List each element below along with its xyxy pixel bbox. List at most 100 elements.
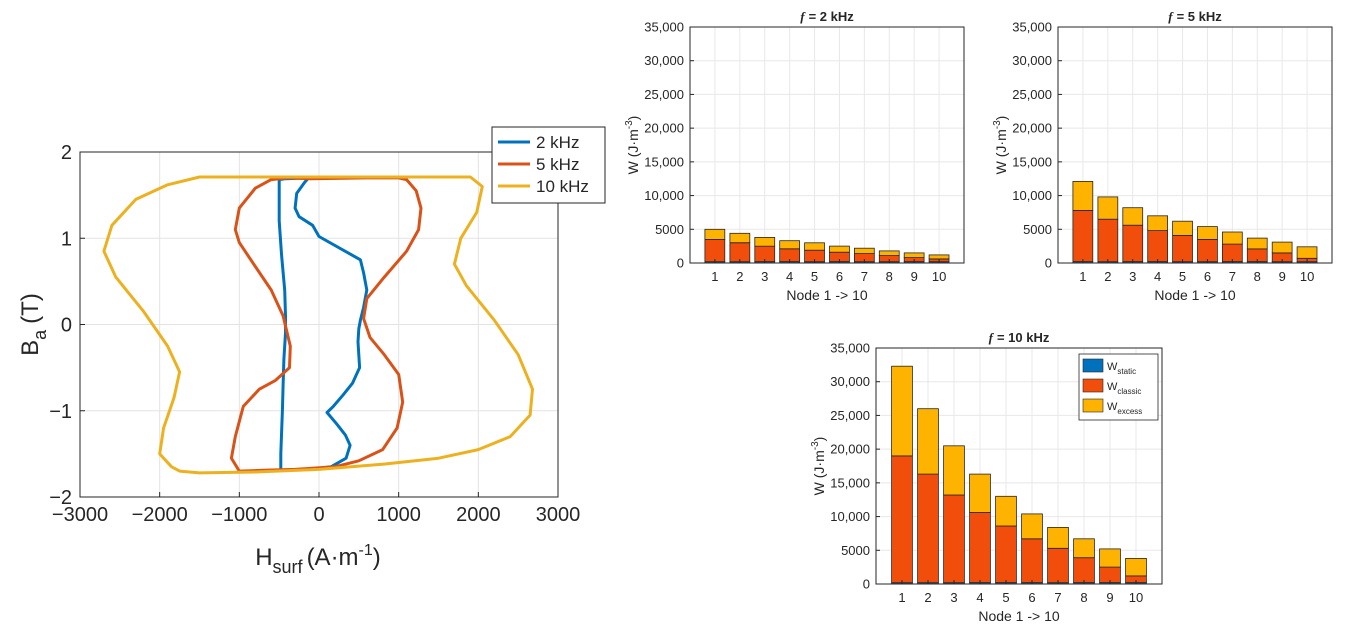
legend-label-classic: Wclassic	[1107, 381, 1141, 396]
x-axis-label-main: H	[255, 544, 272, 571]
y-tick-label: 5000	[841, 543, 870, 558]
hysteresis-chart: −3000 −2000 −1000 0 1000 2000 3000 −2 −1 0 1 2 2 kHz…	[17, 126, 606, 577]
y-axis-label: W (J·m-3)	[624, 116, 641, 175]
plot-border	[79, 151, 559, 498]
y-tick-label: 10,000	[830, 509, 870, 524]
y-tick-label: 35,000	[1012, 20, 1052, 35]
y-tick-label: 25,000	[644, 87, 684, 102]
bar-excess-node-1	[891, 365, 913, 457]
legend-label: 10 kHz	[536, 177, 589, 196]
y-axis-label-sup: -3	[624, 120, 635, 129]
y-axis-label: Ba (T)	[17, 293, 50, 356]
chart-title: f = 10 kHz	[989, 330, 1050, 345]
bar-excess-node-9	[1271, 241, 1293, 254]
x-tick-label: 5	[811, 269, 818, 284]
plot-border	[1057, 26, 1333, 264]
x-axis-label-unit: (A·m	[307, 544, 359, 571]
y-axis-label-close: )	[625, 116, 641, 121]
bar-excess-node-8	[878, 250, 900, 256]
bar-excess-node-4	[1147, 215, 1168, 232]
y-axis-label-main: W (J·m	[811, 450, 827, 495]
chart-title-text: = 5 kHz	[1177, 9, 1223, 24]
y-tick-label: 0	[61, 315, 72, 337]
bar-excess-node-3	[1122, 207, 1144, 226]
y-tick-label: 30,000	[644, 53, 684, 68]
bar-excess-node-3	[754, 236, 776, 247]
x-axis-label: Node 1 -> 10	[978, 608, 1060, 624]
y-axis-label-close: )	[993, 116, 1009, 121]
bar-classic-node-5	[1172, 234, 1193, 263]
x-tick-label: 4	[786, 269, 793, 284]
bar-excess-node-4	[969, 473, 991, 513]
chart-title-symbol: f	[800, 9, 806, 24]
y-tick-label: 5000	[1023, 222, 1052, 237]
y-tick-label: 0	[677, 256, 684, 271]
bar-excess-node-2	[1097, 196, 1119, 220]
x-tick-label: 3000	[536, 504, 581, 526]
series-line-10-kHz	[102, 175, 534, 475]
bar-excess-node-6	[1197, 226, 1218, 240]
bar-excess-node-10	[1125, 558, 1147, 577]
bar-classic-node-4	[1147, 230, 1168, 263]
legend-label-main: W	[1107, 361, 1118, 373]
x-tick-label: 3	[1129, 269, 1136, 284]
y-tick-label: 30,000	[830, 374, 870, 389]
legend-swatch-classic	[1082, 378, 1104, 393]
x-tick-label: −1000	[211, 504, 267, 526]
x-tick-label: 1000	[376, 504, 421, 526]
y-tick-label: 10,000	[644, 188, 684, 203]
bar-excess-node-5	[1172, 220, 1193, 236]
x-tick-label: 0	[313, 504, 324, 526]
bar-excess-node-1	[1072, 180, 1094, 211]
y-axis-label-sup: -3	[810, 441, 821, 450]
y-tick-label: 1	[61, 228, 72, 250]
x-tick-label: 2	[736, 269, 743, 284]
bar-excess-node-4	[779, 240, 801, 250]
x-tick-label: 1	[711, 269, 718, 284]
y-axis-label-main: W (J·m	[993, 129, 1009, 174]
bar-excess-node-9	[903, 252, 925, 258]
bar-classic-node-1	[1072, 209, 1094, 262]
y-tick-label: −2	[49, 487, 72, 509]
x-tick-label: 9	[911, 269, 918, 284]
y-tick-label: 15,000	[1012, 154, 1052, 169]
y-tick-label: 35,000	[644, 20, 684, 35]
chart-title: f = 5 kHz	[1168, 9, 1222, 24]
bar-excess-node-8	[1073, 538, 1095, 559]
chart-title-symbol: f	[989, 330, 995, 345]
plot-border	[875, 347, 1163, 585]
x-tick-label: 2	[924, 590, 931, 605]
y-tick-label: 5000	[655, 222, 684, 237]
bar-classic-node-8	[1073, 557, 1095, 584]
chart-title-symbol: f	[1168, 9, 1174, 24]
y-tick-label: −1	[49, 401, 72, 423]
x-tick-label: 5	[1002, 590, 1009, 605]
x-tick-label: 8	[1254, 269, 1261, 284]
y-tick-label: 10,000	[1012, 188, 1052, 203]
y-tick-label: 20,000	[830, 442, 870, 457]
legend-label-sub: excess	[1117, 407, 1142, 416]
x-tick-label: 9	[1279, 269, 1286, 284]
x-tick-label: 7	[1229, 269, 1236, 284]
x-tick-label: 10	[932, 269, 946, 284]
bar-classic-node-5	[995, 525, 1017, 583]
y-axis-label-sub: a	[30, 329, 50, 340]
bar-excess-node-3	[943, 445, 965, 496]
x-tick-label: 10	[1300, 269, 1314, 284]
bar-excess-node-2	[917, 408, 939, 475]
bar-excess-node-5	[995, 495, 1017, 527]
y-axis-label: W (J·m-3)	[992, 116, 1009, 175]
x-axis-label-close: )	[373, 544, 381, 571]
plot-area	[690, 27, 964, 263]
y-tick-label: 20,000	[1012, 121, 1052, 136]
y-tick-label: 0	[1045, 256, 1052, 271]
bar-chart-2khz: 0 5000 10,000 15,000 20,000 25,000 30,000 35,00…	[624, 9, 965, 303]
chart-title: f = 2 kHz	[800, 9, 854, 24]
x-tick-label: 8	[886, 269, 893, 284]
y-tick-label: 30,000	[1012, 53, 1052, 68]
bar-classic-node-1	[891, 455, 913, 584]
bar-classic-node-2	[729, 242, 751, 263]
y-tick-label: 2	[61, 142, 72, 164]
legend-swatch-excess	[1082, 398, 1104, 413]
y-axis-label-main: B	[17, 340, 44, 356]
